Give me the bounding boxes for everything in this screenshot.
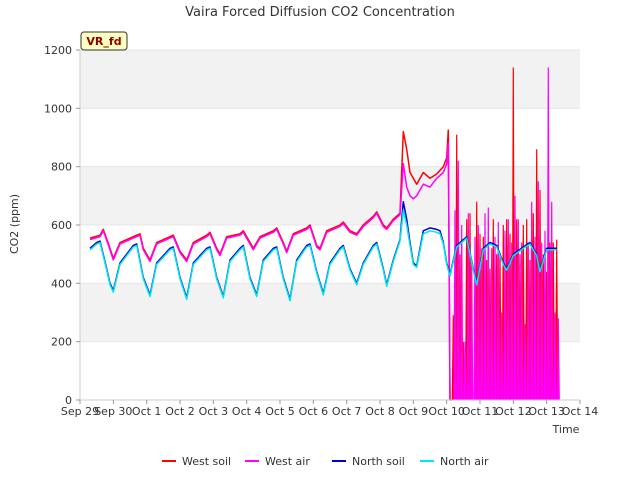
x-tick-label: Oct 5 — [265, 405, 295, 418]
y-tick-label: 400 — [51, 277, 72, 290]
x-tick-label: Oct 12 — [495, 405, 532, 418]
series-line — [89, 209, 557, 302]
site-tag-label: VR_fd — [86, 35, 121, 48]
legend-item: West soil — [162, 455, 231, 468]
legend-label: West air — [265, 455, 310, 468]
legend-label: North soil — [352, 455, 405, 468]
y-tick-label: 1000 — [44, 102, 72, 115]
x-tick-label: Oct 8 — [365, 405, 395, 418]
y-tick-label: 0 — [65, 394, 72, 407]
y-tick-label: 1200 — [44, 44, 72, 57]
x-tick-label: Oct 4 — [232, 405, 262, 418]
legend-label: West soil — [182, 455, 231, 468]
x-tick-label: Oct 7 — [332, 405, 362, 418]
legend-item: North air — [420, 455, 489, 468]
x-tick-label: Oct 2 — [165, 405, 195, 418]
chart-title: Vaira Forced Diffusion CO2 Concentration — [185, 5, 455, 20]
series-layer — [89, 67, 560, 401]
legend-label: North air — [440, 455, 489, 468]
y-tick-label: 200 — [51, 336, 72, 349]
grid-band — [80, 50, 580, 109]
x-tick-label: Sep 30 — [94, 405, 132, 418]
legend: West soil West air North soil North air — [162, 455, 489, 468]
legend-item: West air — [245, 455, 310, 468]
x-tick-label: Oct 10 — [428, 405, 465, 418]
x-tick-label: Sep 29 — [61, 405, 99, 418]
y-axis-label: CO2 (ppm) — [8, 194, 21, 254]
series-west-air — [89, 67, 560, 401]
grid-band — [80, 166, 580, 225]
x-tick-label: Oct 14 — [562, 405, 599, 418]
x-tick-label: Oct 6 — [299, 405, 329, 418]
x-tick-label: Oct 9 — [399, 405, 429, 418]
x-axis-label: Time — [552, 423, 580, 436]
y-tick-labels: 0 200 400 600 800 1000 1200 — [44, 44, 80, 407]
x-tick-label: Oct 13 — [528, 405, 565, 418]
series-north-air — [89, 209, 557, 302]
x-tick-label: Oct 11 — [462, 405, 499, 418]
x-tick-label: Oct 1 — [132, 405, 162, 418]
series-spikes — [453, 67, 560, 401]
x-tick-label: Oct 3 — [199, 405, 229, 418]
legend-item: North soil — [332, 455, 405, 468]
y-tick-label: 800 — [51, 161, 72, 174]
series-line — [89, 142, 451, 401]
site-tag: VR_fd — [80, 31, 128, 51]
y-tick-label: 600 — [51, 219, 72, 232]
